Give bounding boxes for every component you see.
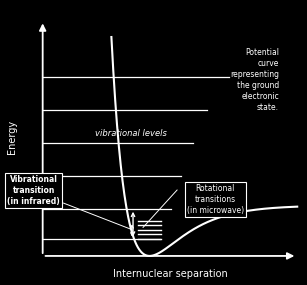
Text: Internuclear separation: Internuclear separation: [113, 269, 227, 279]
Text: Potential
curve
representing
the ground
electronic
state.: Potential curve representing the ground …: [230, 48, 279, 112]
Text: Vibrational
transition
(in infrared): Vibrational transition (in infrared): [7, 175, 60, 206]
Text: vibrational levels: vibrational levels: [95, 129, 166, 138]
Text: Rotational
transitions
(in microwave): Rotational transitions (in microwave): [187, 184, 244, 215]
Text: Energy: Energy: [7, 120, 17, 154]
